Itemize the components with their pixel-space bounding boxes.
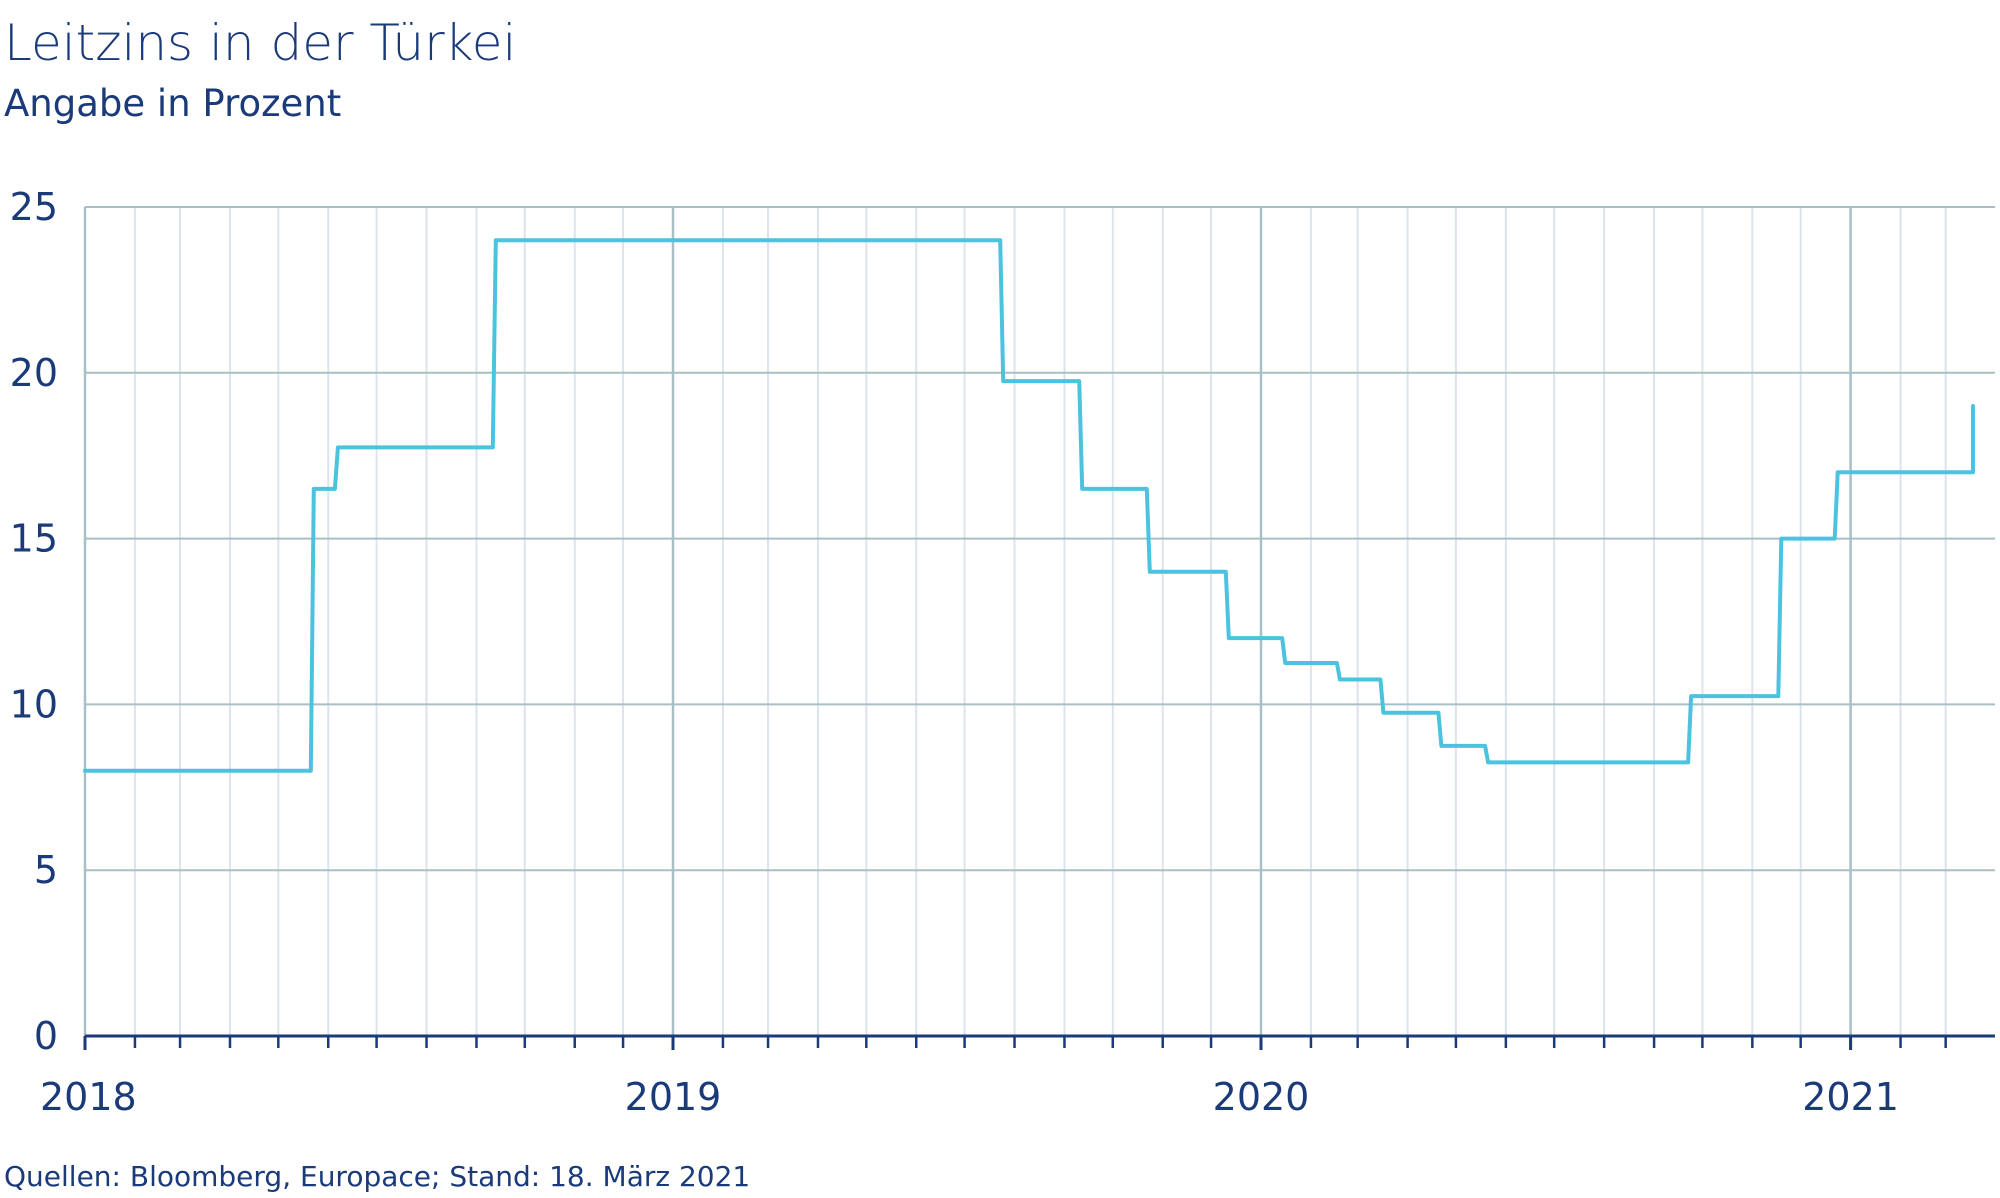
x-axis <box>83 1034 1995 1050</box>
series-layer <box>83 238 1975 773</box>
x-tick-label: 2019 <box>625 1075 722 1119</box>
y-tick-label: 0 <box>34 1014 58 1058</box>
x-tick-label: 2018 <box>40 1075 137 1119</box>
source-note: Quellen: Bloomberg, Europace; Stand: 18.… <box>4 1160 751 1193</box>
y-tick-label: 5 <box>34 848 58 892</box>
y-tick-label: 10 <box>10 682 58 726</box>
chart-subtitle: Angabe in Prozent <box>4 82 342 125</box>
x-tick-label: 2021 <box>1802 1075 1899 1119</box>
minor-gridlines <box>133 207 1947 1036</box>
y-tick-label: 25 <box>10 185 58 229</box>
rate-series-line <box>83 238 1975 773</box>
y-axis-labels: 0 5 10 15 20 25 <box>10 185 58 1058</box>
y-tick-label: 20 <box>10 351 58 395</box>
y-tick-label: 15 <box>10 517 58 561</box>
x-axis-labels: 2018 2019 2020 2021 <box>40 1075 1899 1119</box>
x-tick-label: 2020 <box>1213 1075 1310 1119</box>
major-gridlines <box>83 206 1995 1036</box>
chart-title: Leitzins in der Türkei <box>4 14 517 72</box>
